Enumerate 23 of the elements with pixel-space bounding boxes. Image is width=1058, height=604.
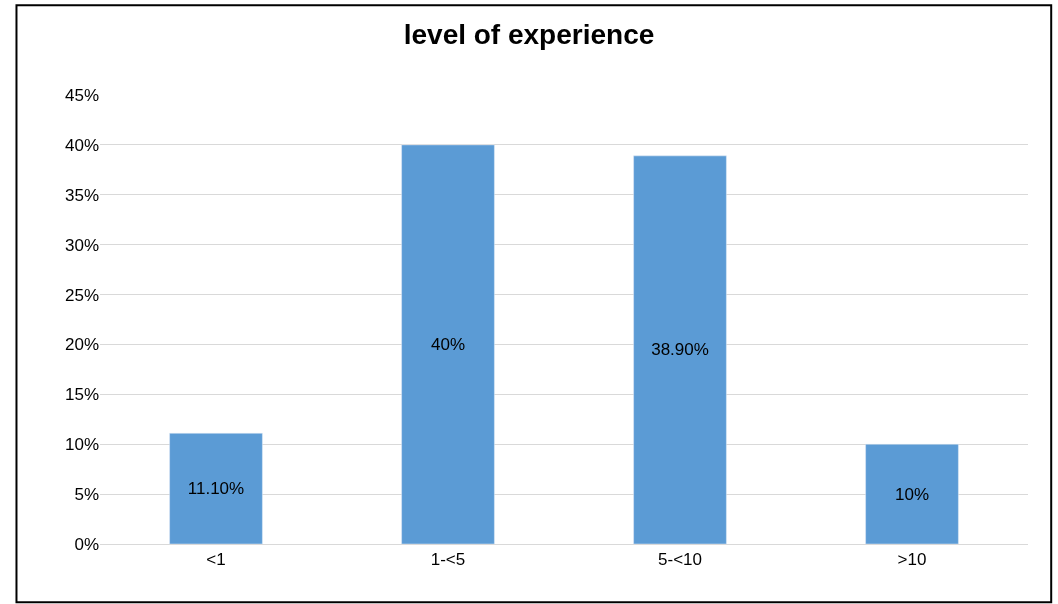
- y-tick-label: 40%: [64, 135, 99, 155]
- y-tick-label: 25%: [64, 285, 99, 305]
- y-tick-label: 35%: [64, 185, 99, 205]
- x-tick-label: 1-<5: [430, 550, 466, 570]
- bar: [865, 443, 959, 544]
- y-tick-label: 30%: [64, 235, 99, 255]
- y-tick-label: 45%: [64, 85, 99, 105]
- data-label: 38.90%: [651, 340, 709, 360]
- bar: [633, 155, 727, 544]
- data-label: 10%: [894, 484, 930, 504]
- y-tick-label: 0%: [74, 534, 99, 554]
- chart-title: level of experience: [403, 18, 655, 50]
- x-tick-label: >10: [897, 550, 927, 570]
- bar: [401, 144, 495, 544]
- x-tick-label: 5-<10: [658, 550, 702, 570]
- data-label: 11.10%: [187, 479, 245, 499]
- y-tick-label: 15%: [64, 385, 99, 405]
- data-label: 40%: [430, 334, 466, 354]
- bar: [169, 433, 263, 544]
- x-tick-label: <1: [206, 550, 226, 570]
- y-tick-label: 5%: [74, 485, 99, 505]
- y-tick-label: 10%: [64, 435, 99, 455]
- y-tick-label: 20%: [64, 335, 99, 355]
